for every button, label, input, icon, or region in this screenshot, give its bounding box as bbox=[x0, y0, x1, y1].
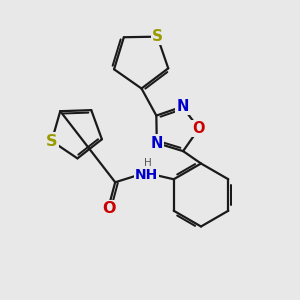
Text: O: O bbox=[102, 201, 116, 216]
Text: N: N bbox=[176, 99, 188, 114]
Text: H: H bbox=[144, 158, 152, 168]
Text: N: N bbox=[151, 136, 163, 151]
Text: NH: NH bbox=[135, 168, 158, 182]
Text: O: O bbox=[193, 121, 205, 136]
Text: S: S bbox=[46, 134, 57, 148]
Text: S: S bbox=[152, 29, 163, 44]
